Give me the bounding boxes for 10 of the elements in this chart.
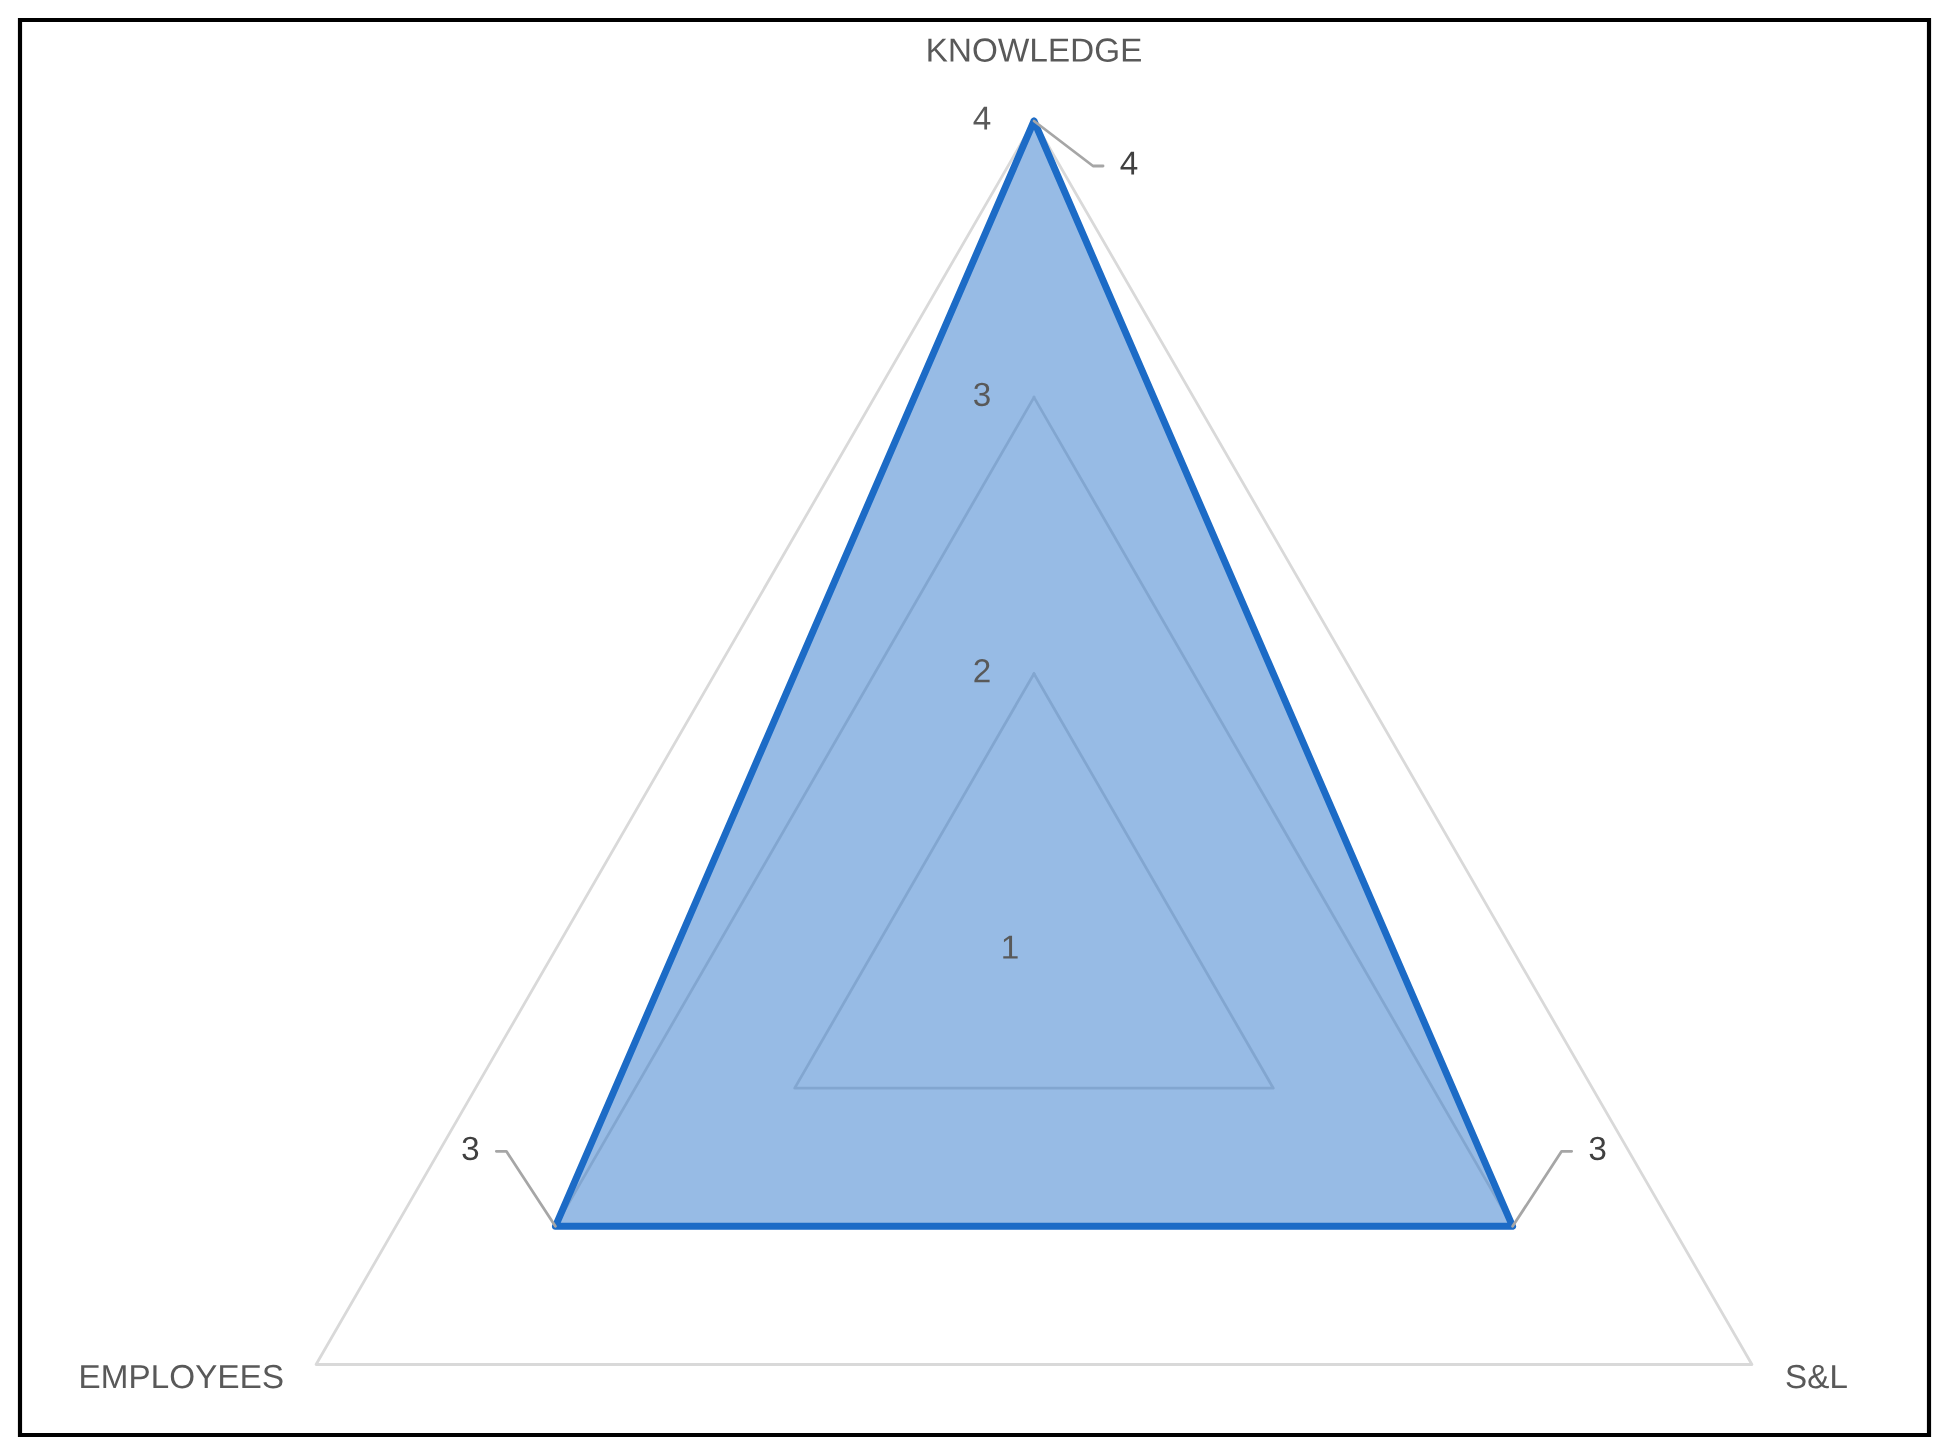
spoke-label: KNOWLEDGE (928, 38, 1141, 62)
spoke-label: EMPLOYEES (81, 1364, 283, 1389)
y-tick-label: 1 (1003, 935, 1018, 959)
data-label: 3 (462, 1136, 479, 1161)
y-tick-label: 2 (974, 659, 990, 683)
y-tick-label: 4 (973, 106, 991, 130)
spoke-label: S&L (1786, 1364, 1847, 1389)
data-label: 4 (1120, 151, 1138, 175)
data-label: 3 (1589, 1136, 1606, 1161)
y-tick-label: 3 (974, 382, 990, 407)
